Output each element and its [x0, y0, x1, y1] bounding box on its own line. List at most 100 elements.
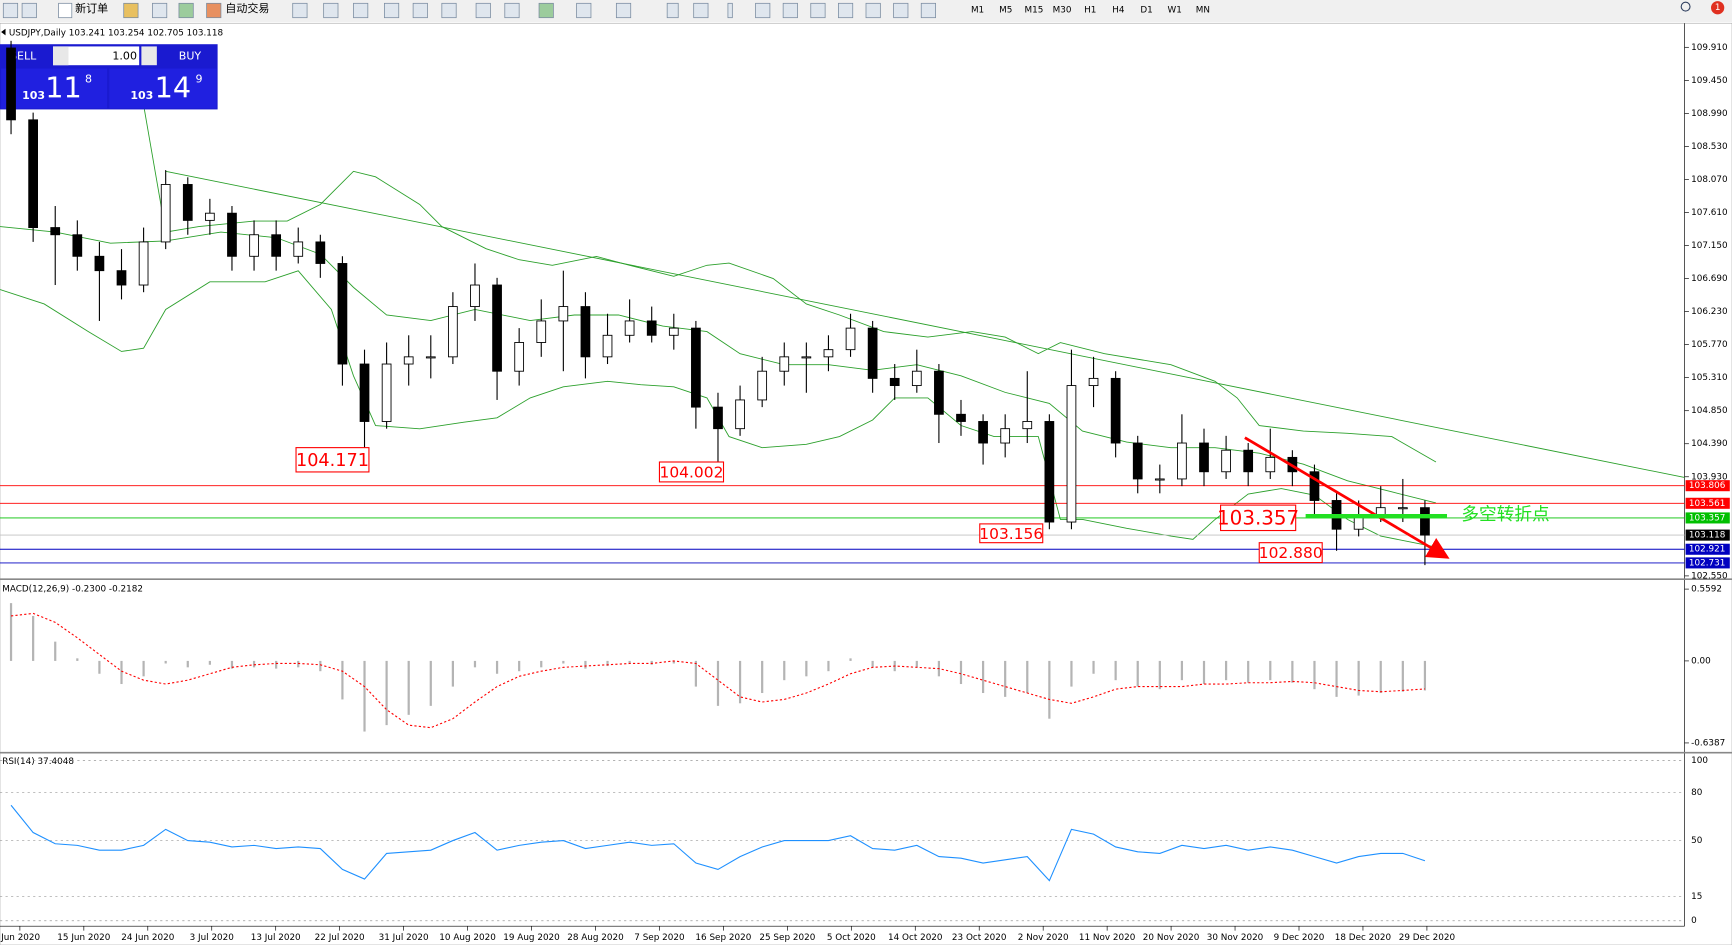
macd-bar: [1247, 660, 1250, 683]
candle-body: [492, 284, 502, 372]
timeframe-button[interactable]: M15: [1024, 5, 1043, 15]
rsi-line: [10, 804, 1426, 882]
macd-bar: [76, 658, 79, 661]
auto-trading-button[interactable]: 自动交易: [225, 1, 269, 15]
candle-body: [28, 119, 38, 229]
y-tick-label: -0.6387: [1691, 738, 1725, 748]
price-level-tag: [1685, 543, 1730, 555]
buy-button[interactable]: [109, 68, 217, 109]
timeframe-button[interactable]: M1: [971, 5, 984, 15]
candle-body: [668, 327, 679, 336]
y-tick-label: 103.930: [1691, 472, 1728, 482]
y-tick-label: 0.00: [1691, 656, 1711, 666]
x-tick-label: Jun 2020: [0, 933, 40, 943]
candle-body: [6, 47, 16, 121]
lots-input[interactable]: [53, 46, 140, 66]
macd-bar: [1291, 660, 1294, 683]
x-tick-label: 28 Aug 2020: [567, 933, 624, 943]
buy-label[interactable]: BUY: [179, 49, 202, 62]
sell-price-big: 103: [22, 89, 45, 102]
macd-title: MACD(12,26,9) -0.2300 -0.2182: [2, 585, 143, 595]
candle-body: [889, 377, 900, 387]
y-tick-label: 109.910: [1691, 43, 1728, 53]
macd-bar: [1224, 660, 1228, 681]
candle-body: [1177, 442, 1187, 480]
lots-up[interactable]: [141, 46, 157, 66]
annotation-note: 多空转折点: [1461, 504, 1549, 525]
x-tick-label: 18 Dec 2020: [1335, 933, 1392, 943]
lots-value[interactable]: 1.00: [112, 49, 137, 62]
macd-bar: [716, 660, 720, 706]
candle-body: [956, 413, 966, 422]
candle-body: [779, 356, 790, 372]
y-tick-label: 80: [1691, 788, 1703, 798]
timeframe-button[interactable]: H1: [1084, 5, 1096, 15]
candle-body: [1088, 377, 1099, 387]
macd-bar: [407, 660, 410, 715]
macd-bar: [959, 660, 963, 685]
timeframe-button[interactable]: W1: [1168, 5, 1182, 15]
y-tick-label: 102.550: [1691, 571, 1728, 581]
macd-bar: [1202, 660, 1206, 685]
notification-badge[interactable]: [1711, 1, 1725, 15]
macd-bar: [1114, 660, 1117, 681]
y-tick-label: 107.150: [1691, 241, 1728, 251]
macd-bar: [805, 660, 808, 677]
candle-body: [337, 263, 348, 365]
annotation-label: 103.357: [1217, 506, 1299, 529]
timeframe-button[interactable]: D1: [1140, 5, 1152, 15]
candle-body: [1309, 471, 1320, 501]
timeframe-button[interactable]: MN: [1196, 5, 1210, 15]
annotation-label: 103.156: [979, 525, 1043, 543]
timeframe-button[interactable]: M30: [1053, 5, 1072, 15]
x-tick-label: 16 Sep 2020: [695, 933, 751, 943]
candle-body: [934, 370, 944, 415]
new-order-button[interactable]: 新订单: [75, 1, 108, 15]
macd-bar: [1070, 660, 1073, 687]
candle-body: [1375, 507, 1386, 516]
candle-body: [1199, 442, 1209, 473]
macd-bar: [694, 660, 697, 687]
y-tick-label: 107.610: [1691, 208, 1728, 218]
candle-body: [713, 406, 723, 430]
candle-body: [1066, 385, 1077, 523]
candle-body: [845, 327, 856, 351]
macd-bar: [871, 660, 874, 668]
candle-body: [72, 234, 83, 257]
x-tick-label: 30 Nov 2020: [1207, 933, 1264, 943]
macd-bar: [1313, 660, 1316, 690]
candle-body: [646, 320, 657, 336]
macd-bar: [208, 660, 211, 665]
annotation-label: 104.002: [660, 464, 724, 482]
candle-body: [1265, 456, 1276, 473]
trend-arrow: [1244, 436, 1450, 559]
macd-bar: [1180, 660, 1184, 681]
macd-bar: [1379, 660, 1382, 694]
candle-body: [867, 327, 878, 379]
candle-body: [1110, 377, 1121, 444]
x-tick-label: 23 Oct 2020: [952, 933, 1007, 943]
lots-down[interactable]: [53, 46, 69, 66]
macd-bar: [495, 660, 499, 674]
macd-bar: [451, 660, 454, 687]
macd-bar: [142, 660, 145, 677]
candle-body: [293, 241, 304, 257]
x-tick-label: 9 Dec 2020: [1274, 933, 1325, 943]
toolbar-icons: [2, 2, 936, 19]
search-icon[interactable]: [1680, 1, 1691, 12]
y-tick-label: 105.310: [1691, 373, 1728, 383]
macd-bar: [429, 660, 432, 706]
macd-bar: [385, 660, 388, 726]
timeframe-button[interactable]: H4: [1112, 5, 1125, 15]
sell-button[interactable]: [1, 68, 108, 109]
candle-body: [403, 356, 414, 365]
x-tick-label: 20 Nov 2020: [1143, 933, 1200, 943]
sell-label[interactable]: SELL: [10, 49, 37, 62]
y-tick-label: 108.070: [1691, 175, 1728, 185]
annotation-label: 102.880: [1259, 544, 1323, 562]
rsi-title: RSI(14) 37.4048: [2, 757, 74, 767]
y-tick-label: 108.530: [1691, 142, 1728, 152]
timeframe-button[interactable]: M5: [999, 5, 1012, 15]
y-tick-label: 105.770: [1691, 340, 1728, 350]
